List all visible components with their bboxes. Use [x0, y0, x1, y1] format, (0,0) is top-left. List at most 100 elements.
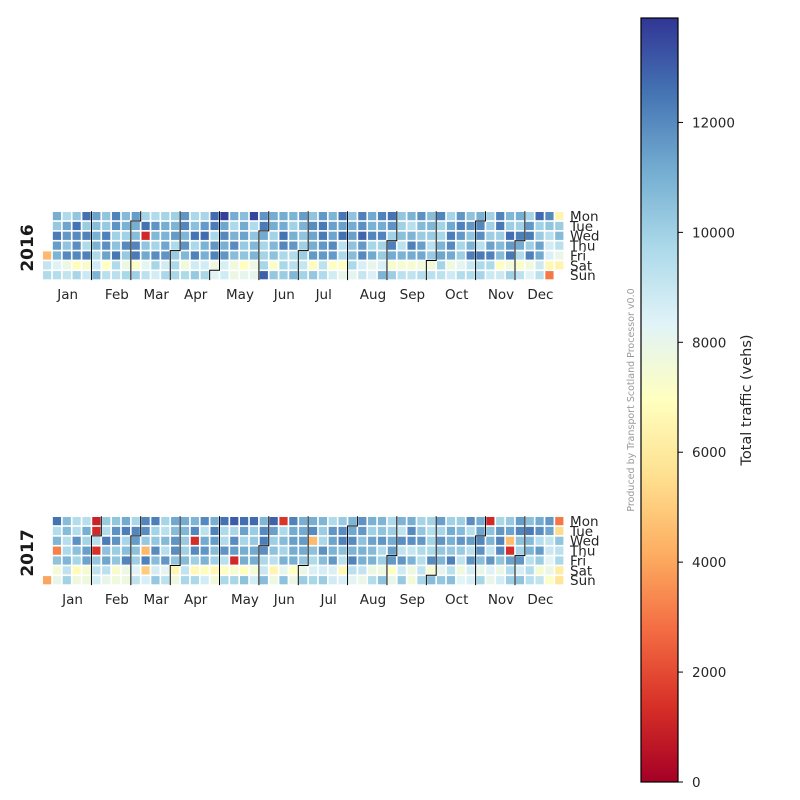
- day-cell: [92, 546, 101, 555]
- day-cell: [348, 576, 357, 585]
- day-cell: [102, 576, 111, 585]
- day-cell: [171, 212, 180, 221]
- day-cell: [358, 231, 367, 240]
- day-cell: [249, 221, 259, 231]
- day-cell: [348, 566, 357, 575]
- day-cell: [308, 556, 318, 565]
- day-cell: [171, 546, 180, 555]
- weekday-label: Wed: [570, 229, 599, 245]
- day-cell: [180, 526, 190, 536]
- day-cell: [328, 526, 337, 536]
- day-cell: [151, 556, 160, 565]
- day-cell: [308, 526, 318, 536]
- day-cell: [338, 536, 347, 545]
- day-cell: [486, 566, 495, 575]
- day-cell: [407, 536, 416, 545]
- day-cell: [525, 526, 534, 536]
- day-cell: [299, 231, 308, 240]
- day-cell: [397, 566, 406, 575]
- day-cell: [328, 251, 337, 260]
- day-cell: [397, 231, 406, 240]
- day-cell: [210, 221, 219, 231]
- weekday-label: Sat: [570, 258, 592, 274]
- day-cell: [377, 576, 387, 585]
- day-cell: [180, 241, 190, 250]
- day-cell: [62, 576, 71, 585]
- day-cell: [200, 251, 209, 260]
- day-cell: [220, 212, 229, 221]
- day-cell: [515, 212, 524, 221]
- year-panel-2016: 2016 Jan Feb Mar Apr May Jun Jul Aug Sep Oct Nov De…: [18, 209, 599, 303]
- day-cell: [141, 261, 150, 270]
- day-cell: [397, 221, 406, 231]
- day-cell: [535, 231, 544, 240]
- day-cell: [318, 566, 327, 575]
- day-cell: [437, 536, 446, 545]
- day-cell: [387, 241, 396, 250]
- day-cell: [171, 536, 180, 545]
- day-cell: [505, 546, 515, 555]
- day-cells-2016: [43, 212, 564, 280]
- day-cell: [437, 221, 446, 231]
- day-cell: [476, 546, 485, 555]
- day-cell: [387, 526, 396, 536]
- day-cell: [545, 271, 554, 280]
- day-cell: [131, 546, 140, 555]
- day-cell: [446, 261, 456, 270]
- day-cell: [456, 576, 465, 585]
- day-cell: [407, 576, 416, 585]
- day-cell: [427, 517, 436, 526]
- day-cell: [377, 241, 387, 250]
- day-cell: [230, 526, 239, 536]
- day-cell: [82, 517, 91, 526]
- day-cell: [545, 261, 554, 270]
- day-cell: [446, 576, 456, 585]
- day-cell: [427, 546, 436, 555]
- day-cell: [190, 576, 199, 585]
- month-label: May: [231, 592, 259, 608]
- day-cell: [62, 526, 71, 536]
- day-cell: [279, 251, 288, 260]
- day-cell: [141, 212, 150, 221]
- day-cell: [289, 231, 298, 240]
- day-cell: [171, 576, 180, 585]
- day-cell: [121, 261, 130, 270]
- day-cell: [446, 231, 456, 240]
- day-cell: [131, 517, 140, 526]
- day-cell: [249, 576, 259, 585]
- day-cell: [476, 251, 485, 260]
- day-cell: [348, 517, 357, 526]
- day-cell: [377, 251, 387, 260]
- day-cell: [407, 241, 416, 250]
- day-cell: [456, 546, 465, 555]
- day-cell: [466, 566, 475, 575]
- day-cell: [358, 566, 367, 575]
- day-cell: [269, 526, 278, 536]
- day-cell: [240, 536, 249, 545]
- day-cell: [111, 251, 121, 260]
- day-cell: [249, 271, 259, 280]
- day-cell: [161, 576, 170, 585]
- day-cell: [555, 546, 564, 555]
- day-cell: [456, 212, 465, 221]
- weekday-label: Mon: [570, 209, 598, 225]
- day-cell: [230, 517, 239, 526]
- day-cell: [407, 526, 416, 536]
- day-cell: [348, 241, 357, 250]
- day-cell: [82, 231, 91, 240]
- day-cell: [427, 212, 436, 221]
- day-cell: [348, 271, 357, 280]
- day-cell: [52, 526, 62, 536]
- day-cell: [279, 221, 288, 231]
- day-cell: [279, 271, 288, 280]
- day-cell: [407, 251, 416, 260]
- colorbar-tick-label: 8000: [692, 335, 726, 351]
- day-cell: [437, 251, 446, 260]
- day-cell: [161, 261, 170, 270]
- day-cell: [121, 536, 130, 545]
- day-cell: [466, 536, 475, 545]
- day-cell: [121, 221, 130, 231]
- day-cell: [151, 536, 160, 545]
- day-cell: [72, 536, 81, 545]
